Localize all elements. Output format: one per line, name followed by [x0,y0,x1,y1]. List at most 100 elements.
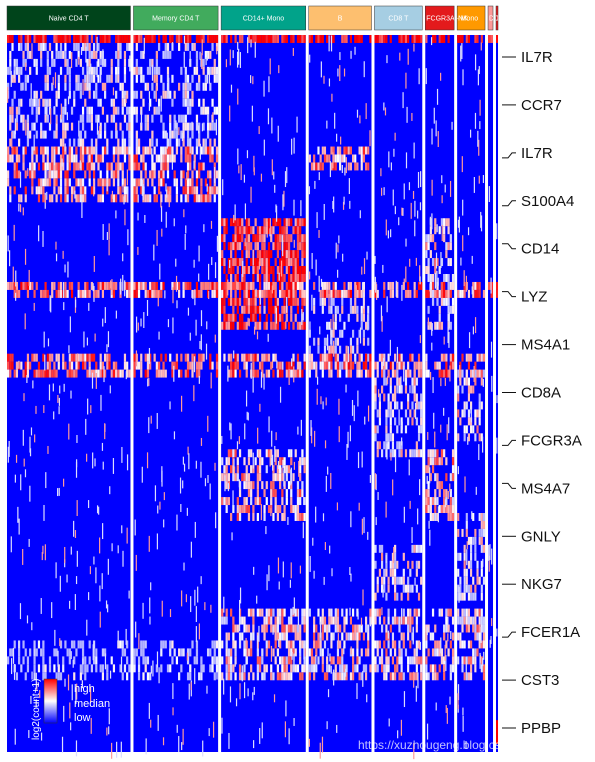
heatmap-cell [101,154,105,163]
heatmap-cell [250,497,253,506]
heatmap-cell [394,369,397,378]
heatmap-cell [193,66,196,75]
heatmap-cell [283,608,286,617]
heatmap-cell [281,616,284,625]
heatmap-cell [419,265,421,282]
heatmap-cell [349,616,353,625]
heatmap-cell [175,120,177,129]
heatmap-cell [243,664,246,673]
heatmap-cell [59,178,63,187]
heatmap-cell [326,334,329,351]
heatmap-cell [19,204,22,213]
heatmap-cell [140,35,143,43]
heatmap-cell [401,207,403,216]
heatmap-cell [189,178,192,187]
heatmap-cell [321,616,324,625]
heatmap-cell [409,656,412,665]
heatmap-cell [396,441,399,450]
heatmap-cell [287,297,291,306]
heatmap-cell [362,337,365,346]
heatmap-cell [234,274,237,282]
heatmap-cell [459,616,462,625]
heatmap-cell [323,337,327,346]
heatmap-cell [140,50,143,59]
heatmap-cell [294,664,297,673]
heatmap-cell [252,289,255,298]
heatmap-cell [151,35,154,43]
heatmap-cell [53,361,56,370]
heatmap-cell [236,497,239,506]
heatmap-cell [375,284,378,300]
heatmap-cell [425,664,428,673]
heatmap-cell [287,266,291,274]
heatmap-cell [183,562,185,571]
heatmap-cell [198,35,201,43]
heatmap-cell [112,146,116,155]
heatmap-cell [470,406,472,423]
heatmap-cell [349,289,353,298]
heatmap-cell [221,497,224,506]
heatmap-cell [221,234,224,243]
heatmap-cell [230,242,233,251]
heatmap-cell [328,369,331,378]
heatmap-cell [274,313,277,322]
heatmap-cell [282,561,284,578]
heatmap-cell [163,519,165,528]
heatmap-cell [308,664,311,673]
heatmap-cell [225,616,228,625]
heatmap-cell [367,146,370,155]
heatmap-cell [70,194,74,203]
heatmap-cell [263,218,266,227]
heatmap-cell [349,632,353,641]
heatmap-cell [77,353,79,370]
heatmap-cell [436,648,439,657]
heatmap-cell [431,608,435,617]
heatmap-cell [108,162,111,171]
heatmap-cell [381,544,384,553]
heatmap-cell [200,146,203,155]
heatmap-cell [88,50,91,59]
heatmap-cell [327,466,329,475]
heatmap-cell [188,683,190,700]
heatmap-cell [81,42,85,51]
heatmap-cell [24,35,27,43]
heatmap-cell [461,385,464,394]
heatmap-cell [142,50,145,59]
heatmap-cell [70,52,73,69]
heatmap-cell [125,628,127,645]
heatmap-cell [414,577,416,586]
heatmap-cell [161,470,163,487]
heatmap-cell [245,465,248,474]
heatmap-cell [225,640,228,649]
heatmap-cell [279,242,282,251]
heatmap-cell [427,624,430,633]
heatmap-cell [425,465,428,474]
heatmap-cell [318,229,320,238]
heatmap-cell [80,47,83,56]
heatmap-cell [356,337,359,346]
heatmap-cell [480,664,483,673]
heatmap-cell [425,353,428,362]
heatmap-cell [434,361,437,370]
heatmap-cell [42,154,45,163]
heatmap-cell [271,159,273,176]
heatmap-cell [463,289,466,298]
heatmap-cell [431,289,435,298]
heatmap-cell [409,584,412,593]
heatmap-cell [436,289,439,298]
heatmap-cell [382,589,384,598]
heatmap-cell [142,602,144,619]
heatmap-cell [411,401,414,410]
heatmap-cell [137,656,141,665]
heatmap-cell [206,170,210,179]
heatmap-cell [247,688,249,697]
heatmap-cell [299,234,302,243]
heatmap-cell [303,465,306,474]
heatmap-cell [225,218,228,227]
heatmap-cell [230,513,233,521]
heatmap-cell [364,321,368,330]
heatmap-cell [271,430,273,447]
heatmap-cell [164,194,167,203]
heatmap-cell [363,61,365,78]
heatmap-cell [272,35,275,43]
